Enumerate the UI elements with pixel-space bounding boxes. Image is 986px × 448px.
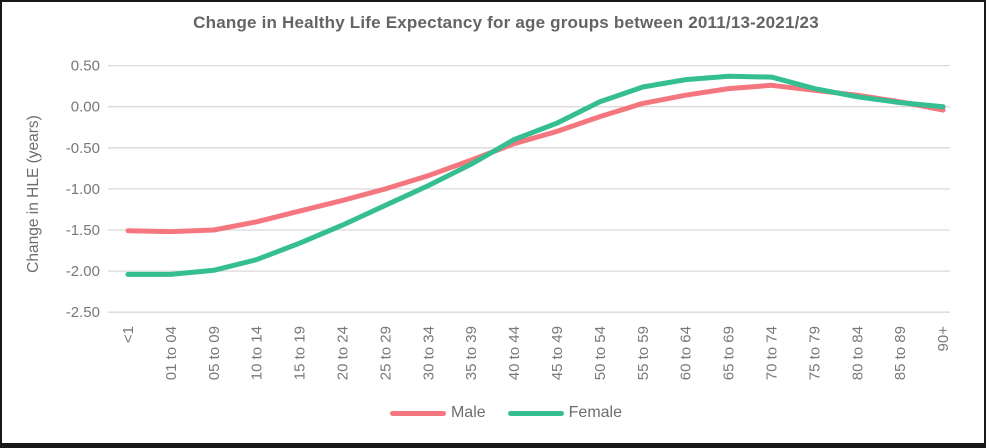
- x-tick-label: 50 to 54: [592, 326, 609, 380]
- x-tick-label: 90+: [935, 326, 952, 352]
- legend-label-male: Male: [450, 404, 486, 421]
- female-line-swatch: [507, 410, 564, 416]
- y-tick-label: 0.00: [71, 99, 100, 116]
- x-tick-label: 60 to 64: [678, 326, 695, 380]
- x-tick-label: 01 to 04: [163, 326, 180, 380]
- legend-item-male: Male: [389, 404, 486, 422]
- x-tick-label: 45 to 49: [549, 326, 566, 380]
- y-tick-label: -2.50: [66, 304, 100, 321]
- x-tick-label: 30 to 34: [420, 326, 437, 380]
- x-tick-label: 55 to 59: [635, 326, 652, 380]
- legend-label-female: Female: [568, 404, 623, 421]
- x-tick-label: 15 to 19: [292, 326, 309, 380]
- legend-item-female: Female: [507, 404, 623, 422]
- x-tick-label: 75 to 79: [806, 326, 823, 380]
- x-tick-label: 40 to 44: [506, 326, 523, 380]
- male-line: [125, 82, 946, 235]
- x-tick-label: 20 to 24: [335, 326, 352, 380]
- y-tick-label: -0.50: [66, 140, 100, 157]
- y-tick-label: -1.00: [66, 181, 100, 198]
- x-tick-label: 85 to 89: [892, 326, 909, 380]
- x-tick-label: 10 to 14: [249, 326, 266, 380]
- x-tick-label: 80 to 84: [849, 326, 866, 380]
- chart-title: Change in Healthy Life Expectancy for ag…: [193, 13, 819, 32]
- x-tick-label: <1: [120, 326, 137, 343]
- y-tick-label: 0.50: [71, 58, 100, 75]
- x-tick-label: 25 to 29: [377, 326, 394, 380]
- y-tick-label: -2.00: [66, 263, 100, 280]
- male-line-swatch: [389, 410, 446, 416]
- y-tick-label: -1.50: [66, 222, 100, 239]
- chart-legend: Male Female: [2, 404, 984, 422]
- x-tick-label: 65 to 69: [721, 326, 738, 380]
- x-tick-label: 05 to 09: [206, 326, 223, 380]
- x-tick-label: 70 to 74: [764, 326, 781, 380]
- female-line: [125, 73, 946, 277]
- x-tick-label: 35 to 39: [463, 326, 480, 380]
- y-axis-title: Change in HLE (years): [25, 115, 42, 273]
